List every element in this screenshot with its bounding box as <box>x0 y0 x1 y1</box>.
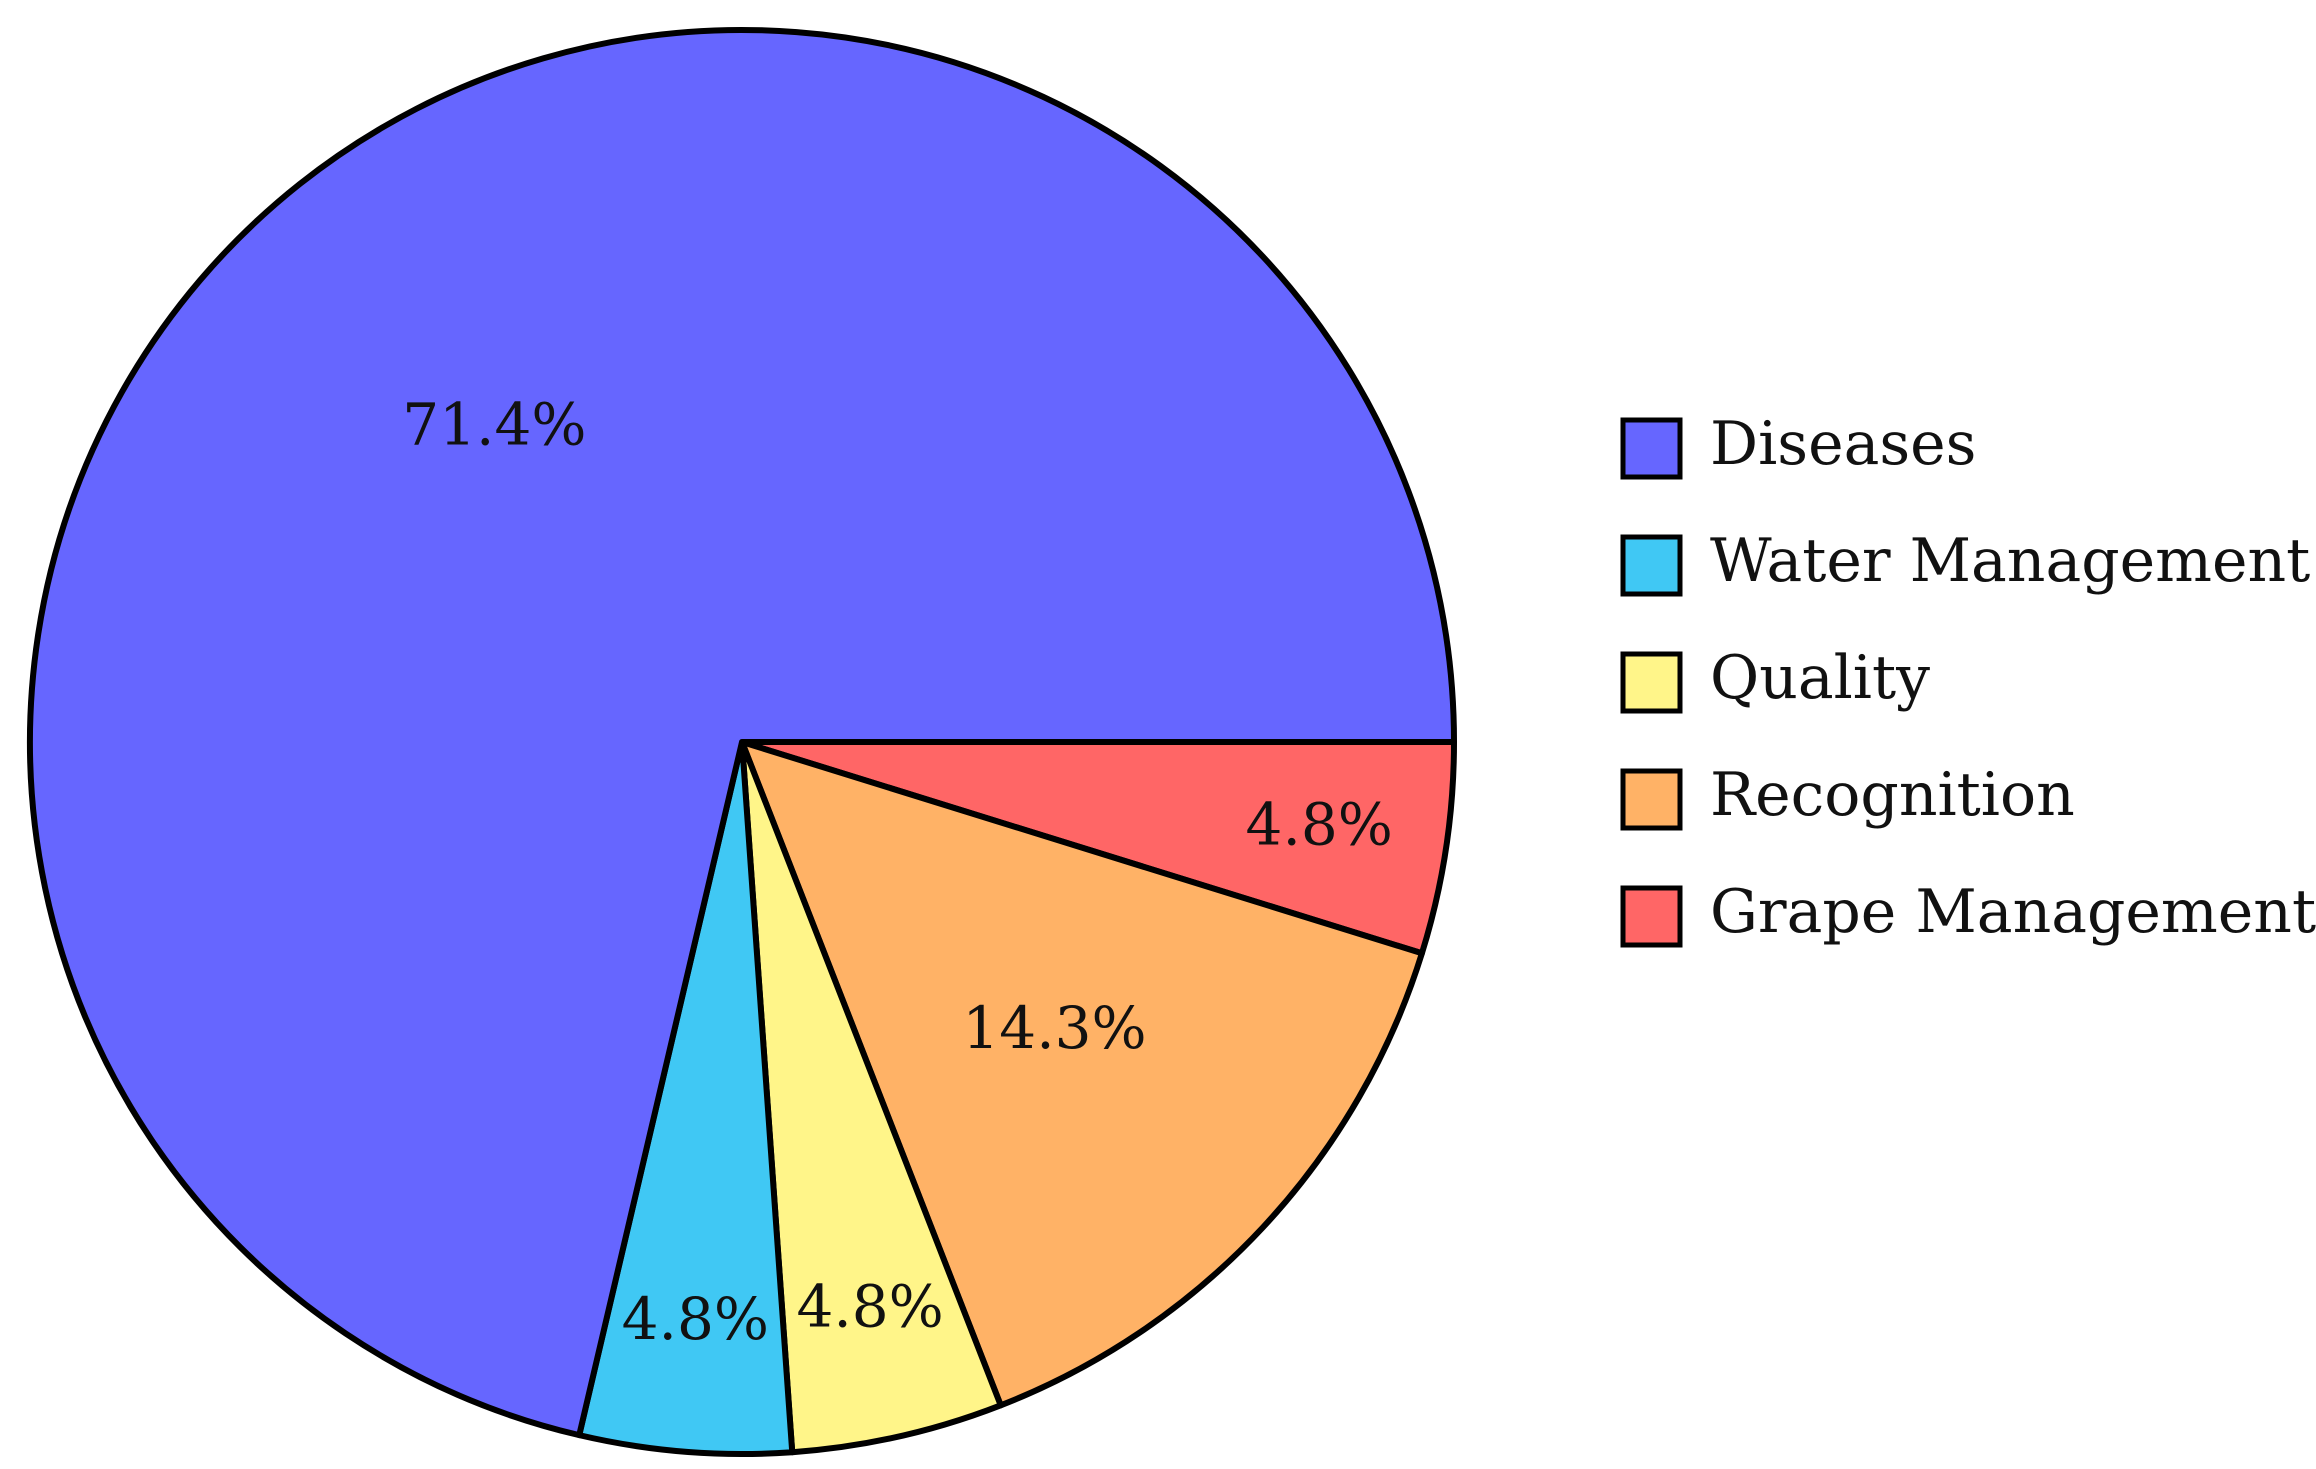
legend-label-diseases: Diseases <box>1710 409 1976 479</box>
pie-slices <box>27 27 1457 1457</box>
legend-swatch-grape-management <box>1620 885 1683 948</box>
legend-label-water-management: Water Management <box>1710 526 2310 596</box>
pie-slice-recognition <box>739 739 1425 1409</box>
slice-label-recognition: 14.3% <box>962 994 1146 1062</box>
legend-label-grape-management: Grape Management <box>1710 877 2316 947</box>
slice-label-water-management: 4.8% <box>622 1285 769 1353</box>
pie-slice-quality <box>739 739 1004 1456</box>
legend: Diseases Water Management Quality Recogniti… <box>1620 409 2316 948</box>
pie-slice-diseases <box>27 27 1457 1439</box>
legend-swatch-quality <box>1620 651 1683 714</box>
slice-label-diseases: 71.4% <box>402 391 586 459</box>
pie-slice-water-management <box>576 739 796 1457</box>
legend-swatch-diseases <box>1620 417 1683 480</box>
legend-swatch-recognition <box>1620 768 1683 831</box>
legend-label-quality: Quality <box>1710 643 1930 713</box>
slice-label-quality: 4.8% <box>796 1273 943 1341</box>
slice-label-grape-management: 4.8% <box>1246 791 1393 859</box>
legend-label-recognition: Recognition <box>1710 760 2075 830</box>
pie-slice-labels: 4.8% 14.3% 4.8% 4.8% 71.4% <box>402 391 1393 1353</box>
legend-swatch-water-management <box>1620 534 1683 597</box>
